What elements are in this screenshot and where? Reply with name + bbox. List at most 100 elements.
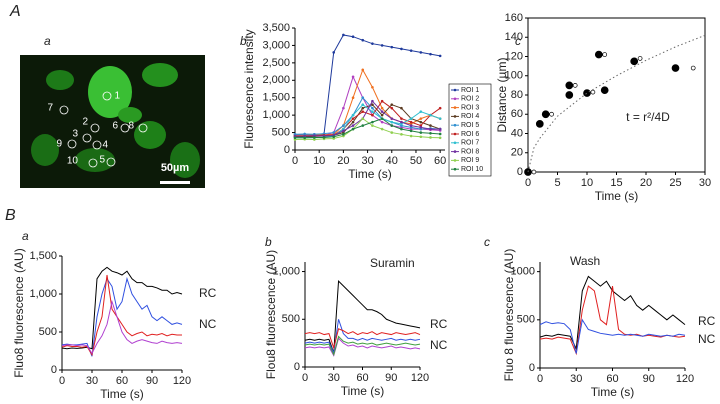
point (390, 117, 394, 120)
point (361, 103, 365, 106)
series-line (61, 299, 183, 355)
point (380, 44, 384, 47)
point (380, 113, 384, 117)
y-tick-label: 2,000 (262, 74, 290, 86)
y-tick-label: 1,000 (29, 288, 57, 300)
x-axis-label: Time (s) (348, 167, 392, 181)
point (531, 169, 537, 175)
y-tick-label: 500 (517, 314, 535, 326)
x-tick-label: 0 (537, 373, 543, 385)
x-tick-label: 120 (676, 373, 694, 385)
point (565, 91, 574, 99)
point (590, 89, 596, 95)
y-tick-label: 1000 (511, 266, 535, 278)
point (342, 124, 345, 127)
point (380, 106, 384, 110)
point (600, 86, 609, 95)
roi-label: 8 (128, 121, 134, 132)
legend-label: ROI 5 (461, 122, 479, 129)
legend-marker (453, 97, 457, 101)
point (429, 124, 432, 127)
point (419, 51, 423, 54)
point (602, 52, 608, 57)
micrograph: 50µm (20, 55, 205, 188)
point (630, 57, 639, 66)
point (594, 50, 603, 59)
cell (75, 148, 115, 172)
point (371, 113, 374, 117)
chart-title: Wash (570, 254, 600, 268)
point (390, 106, 394, 110)
point (371, 110, 374, 113)
roi-label: 6 (112, 121, 118, 132)
point (429, 136, 432, 139)
point (380, 110, 384, 113)
point (535, 120, 544, 128)
point (583, 89, 591, 97)
panel-label: c (484, 235, 490, 249)
annotation: t = r²/4D (626, 110, 670, 124)
roi-circle (120, 123, 130, 133)
point (361, 96, 365, 100)
section-label: B (5, 207, 16, 224)
series-line (539, 275, 686, 351)
series-line (304, 328, 421, 350)
point (390, 120, 394, 124)
x-tick-label: 15 (610, 177, 622, 189)
legend-marker (453, 141, 457, 145)
y-tick-label: 0 (294, 361, 300, 373)
point (419, 110, 423, 113)
point (419, 131, 423, 134)
roi-circle (106, 157, 116, 167)
y-tick-label: 1,500 (29, 250, 57, 262)
y-tick-label: 160 (505, 12, 523, 24)
point (390, 131, 394, 134)
x-tick-label: 90 (385, 372, 397, 384)
point (342, 133, 345, 136)
x-tick-label: 10 (313, 155, 325, 167)
section-label: A (9, 3, 21, 20)
point (351, 113, 355, 117)
plot-frame (527, 17, 706, 173)
x-tick-label: 60 (606, 373, 618, 385)
point (303, 136, 306, 140)
x-axis-label: Time (s) (100, 387, 144, 401)
x-tick-label: 0 (525, 177, 531, 189)
panel-label: a (22, 229, 29, 243)
point (332, 131, 336, 134)
legend-label: ROI 4 (461, 113, 479, 120)
point (361, 68, 365, 72)
point (419, 126, 423, 129)
x-tick-label: 10 (581, 177, 593, 189)
point (351, 124, 355, 127)
y-tick-label: 2,500 (262, 57, 290, 69)
point (438, 132, 442, 136)
x-tick-label: 90 (146, 375, 158, 387)
x-tick-label: 60 (116, 375, 128, 387)
x-tick-label: 30 (328, 372, 340, 384)
point (400, 120, 403, 124)
legend-marker (453, 159, 457, 162)
cell (46, 70, 74, 90)
series-line (295, 118, 441, 139)
y-tick-label: 1,000 (262, 109, 290, 121)
point (380, 127, 384, 131)
point (351, 120, 355, 124)
panel-label: b (240, 34, 247, 48)
legend-label: ROI 2 (461, 96, 479, 103)
point (313, 138, 316, 141)
point (332, 51, 336, 54)
annotation: NC (199, 317, 217, 331)
cell (31, 134, 59, 166)
point (409, 117, 413, 120)
y-tick-label: 100 (505, 70, 523, 82)
x-tick-label: 5 (554, 177, 560, 189)
y-tick-label: 1,000 (272, 265, 300, 277)
point (419, 135, 423, 139)
panel-label: b (265, 235, 272, 249)
x-tick-label: 30 (699, 177, 711, 189)
point (371, 103, 374, 106)
legend-label: ROI 7 (461, 140, 479, 147)
point (342, 106, 345, 110)
